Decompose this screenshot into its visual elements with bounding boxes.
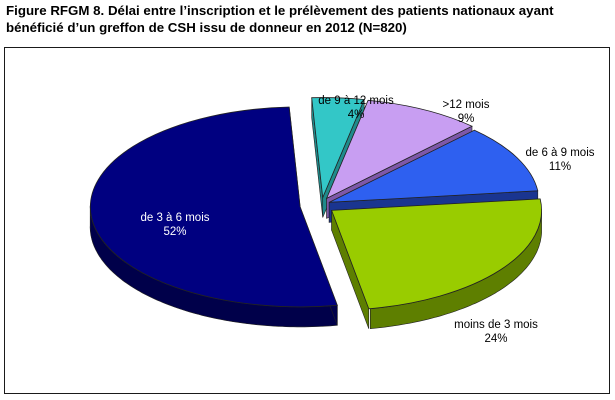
pie-tops <box>90 97 542 310</box>
slice-value-moins-de-3-mois: 24% <box>484 333 507 345</box>
figure-title: Figure RFGM 8. Délai entre l’inscription… <box>6 2 606 36</box>
slice-value-12-mois: 9% <box>458 113 475 125</box>
slice-value-de-6-a-9-mois: 11% <box>549 161 571 173</box>
pie-labels: de 9 à 12 mois 4% >12 mois 9% de 6 à 9 mois 1… <box>140 95 594 345</box>
pie-slice-moins-de-3-mois <box>331 198 542 310</box>
figure-title-line-2: bénéficié d’un greffon de CSH issu de do… <box>6 20 407 35</box>
slice-label-de-6-a-9-mois: de 6 à 9 mois <box>525 147 594 159</box>
slice-label-de-9-a-12-mois: de 9 à 12 mois <box>318 95 394 107</box>
slice-value-de-9-a-12-mois: 4% <box>348 109 365 121</box>
slice-label-de-3-a-6-mois: de 3 à 6 mois <box>140 212 209 224</box>
slice-label-moins-de-3-mois: moins de 3 mois <box>454 319 538 331</box>
slice-value-de-3-a-6-mois: 52% <box>163 226 186 238</box>
figure-title-line-1: Figure RFGM 8. Délai entre l’inscription… <box>6 3 554 18</box>
pie-slice-12-mois <box>325 99 473 200</box>
pie-slice-de-6-a-9-mois <box>328 129 539 203</box>
pie-slice-de-3-a-6-mois <box>90 106 338 308</box>
slice-label-12-mois: >12 mois <box>443 99 490 111</box>
pie-slice-de-9-a-12-mois <box>311 97 365 200</box>
